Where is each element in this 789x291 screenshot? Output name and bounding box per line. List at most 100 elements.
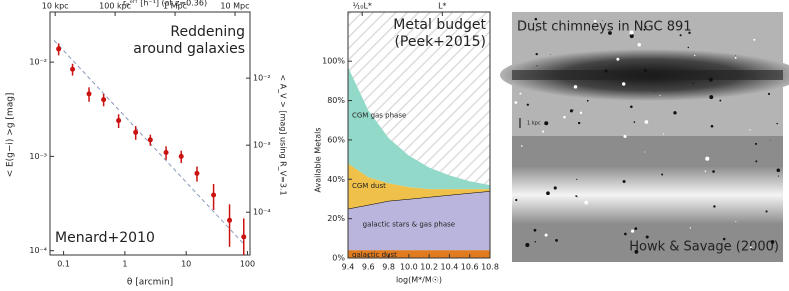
speckle: [776, 168, 781, 173]
speckle: [542, 130, 545, 133]
speckle: [654, 91, 656, 92]
chart-subtitle: (Peek+2015): [394, 34, 486, 50]
speckle: [692, 82, 694, 84]
speckle: [526, 103, 529, 106]
speckle: [633, 35, 635, 37]
chart-title: Metal budget: [393, 17, 486, 33]
x-tick-label: 10.4: [441, 263, 459, 272]
speckle: [634, 250, 639, 254]
speckle: [535, 30, 537, 32]
layer-label: CGM dust: [352, 182, 386, 190]
x2-tick-label: 100 kpc: [99, 2, 131, 11]
speckle: [708, 77, 713, 82]
layer-label: galactic dust: [352, 251, 397, 259]
speckle: [709, 95, 714, 100]
data-point: [116, 118, 122, 124]
dust-lane: [512, 70, 783, 80]
speckle: [629, 30, 634, 35]
speckle: [621, 82, 626, 86]
speckle: [624, 232, 627, 236]
speckle: [673, 111, 677, 115]
y-tick-label: 60%: [327, 135, 345, 144]
speckle: [519, 92, 522, 95]
speckle: [534, 241, 536, 243]
x-tick-label: 10.2: [420, 263, 438, 272]
x2-axis-label: rₚᵉᶠᶠ [h⁻¹] (at z=0.36): [123, 0, 207, 8]
speckle: [629, 33, 634, 39]
speckle: [514, 101, 518, 104]
speckle: [643, 69, 647, 72]
x-tick-label: 9.8: [382, 263, 395, 272]
speckle: [644, 151, 646, 153]
data-point: [133, 129, 139, 135]
speckle: [555, 238, 558, 242]
data-point: [101, 97, 107, 103]
speckle: [623, 134, 627, 138]
annotation: Menard+2010: [55, 230, 155, 246]
speckle: [573, 109, 574, 111]
speckle: [643, 28, 646, 31]
speckle: [689, 227, 692, 229]
speckle: [679, 34, 682, 37]
speckle: [633, 121, 636, 123]
y-tick-label: 20%: [327, 214, 345, 223]
y-tick-label: 40%: [327, 175, 345, 184]
speckle: [533, 228, 537, 232]
chimney-band: [512, 165, 783, 225]
speckle: [525, 242, 530, 248]
x-tick-label: 10: [181, 260, 191, 269]
data-point: [56, 46, 62, 52]
image-panel: 1 kpc Dust chimneys in NGC 891 Howk & Sa…: [500, 12, 789, 262]
speckle: [544, 121, 549, 126]
speckle: [622, 180, 626, 183]
data-point: [86, 91, 92, 97]
speckle: [753, 38, 756, 41]
speckle: [705, 156, 710, 161]
annotation: around galaxies: [133, 41, 245, 57]
speckle: [584, 200, 589, 205]
speckle: [553, 186, 557, 190]
y-tick-label: 80%: [327, 96, 345, 105]
y2-tick-label: 10⁻⁴: [253, 208, 271, 217]
speckle: [659, 94, 661, 96]
x-tick-label: 10.6: [461, 263, 479, 272]
y-axis-label: Available Metals: [314, 127, 323, 192]
speckle: [593, 19, 597, 23]
layer-label: CGM gas phase: [352, 111, 406, 119]
x-tick-label: 9.4: [342, 263, 355, 272]
trend-line: [53, 40, 246, 246]
speckle: [755, 160, 758, 163]
speckle: [576, 196, 578, 198]
area-layer: [348, 250, 490, 258]
speckle: [576, 178, 578, 180]
y-tick-label: 100%: [322, 57, 345, 66]
image-title: Dust chimneys in NGC 891: [517, 20, 692, 35]
speckle: [661, 173, 664, 176]
x-tick-label: 10.8: [481, 263, 499, 272]
speckle: [608, 31, 612, 35]
speckle: [704, 170, 707, 173]
speckle: [634, 227, 638, 230]
y2-tick-label: 10⁻²: [253, 74, 271, 83]
speckle: [769, 140, 771, 141]
speckle: [719, 99, 722, 102]
speckle: [575, 195, 578, 197]
data-point: [211, 192, 217, 198]
scale-label: 1 kpc: [527, 121, 541, 127]
x-tick-label: 100: [240, 260, 255, 269]
speckle: [536, 65, 538, 67]
x-tick-label: 1: [122, 260, 127, 269]
y-tick-label: 10⁻⁴: [29, 246, 47, 255]
speckle: [767, 92, 771, 96]
speckle: [712, 170, 715, 173]
speckle: [563, 115, 566, 119]
speckle: [645, 235, 649, 239]
speckle: [713, 205, 716, 208]
speckle: [722, 237, 726, 241]
speckle: [710, 124, 714, 128]
x-tick-label: 10.0: [400, 263, 418, 272]
plot-frame: [347, 11, 491, 259]
x2-tick-label: 1 Mpc: [163, 2, 187, 11]
x-axis-label: log(M*/M☉): [396, 276, 442, 285]
